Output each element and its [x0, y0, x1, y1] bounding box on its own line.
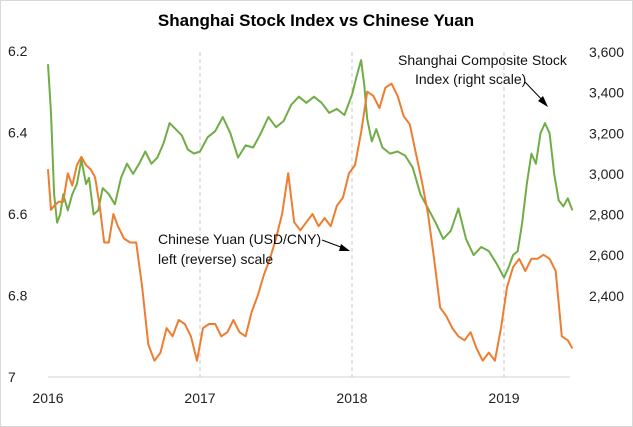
chart-title: Shanghai Stock Index vs Chinese Yuan — [158, 11, 474, 30]
stock-index-series-line — [47, 59, 574, 279]
x-tick-label: 2016 — [32, 390, 63, 406]
annotation-yuan-line-2: left (reverse) scale — [158, 251, 273, 267]
right-tick-label: 3,400 — [589, 85, 624, 101]
gridlines — [199, 52, 505, 377]
series-layer — [47, 59, 574, 362]
annotation-stock-index: Shanghai Composite Stock Index (right sc… — [398, 52, 568, 107]
left-axis-ticks: 6.2 6.4 6.6 6.8 7 — [8, 43, 28, 385]
right-tick-label: 3,000 — [589, 166, 624, 182]
yuan-series-line — [47, 82, 574, 362]
annotation-stock-line-2: Index (right scale) — [415, 71, 526, 87]
left-tick-label: 7 — [8, 369, 16, 385]
right-tick-label: 2,800 — [589, 207, 624, 223]
right-axis-ticks: 3,600 3,400 3,200 3,000 2,800 2,600 2,400 — [589, 44, 624, 304]
left-tick-label: 6.6 — [8, 206, 28, 222]
x-tick-label: 2019 — [488, 390, 519, 406]
left-tick-label: 6.2 — [8, 43, 28, 59]
annotation-stock-arrowhead — [538, 96, 548, 107]
right-tick-label: 3,200 — [589, 125, 624, 141]
x-tick-label: 2017 — [184, 390, 215, 406]
left-tick-label: 6.4 — [8, 125, 28, 141]
annotation-yuan-arrowhead — [339, 244, 350, 251]
right-tick-label: 2,600 — [589, 247, 624, 263]
annotation-stock-line-1: Shanghai Composite Stock — [398, 52, 568, 68]
right-tick-label: 2,400 — [589, 288, 624, 304]
annotation-yuan: Chinese Yuan (USD/CNY) left (reverse) sc… — [158, 231, 350, 267]
x-axis-ticks: 2016 2017 2018 2019 — [32, 390, 519, 406]
left-tick-label: 6.8 — [8, 288, 28, 304]
annotation-yuan-line-1: Chinese Yuan (USD/CNY) — [158, 231, 321, 247]
x-tick-label: 2018 — [336, 390, 367, 406]
right-tick-label: 3,600 — [589, 44, 624, 60]
